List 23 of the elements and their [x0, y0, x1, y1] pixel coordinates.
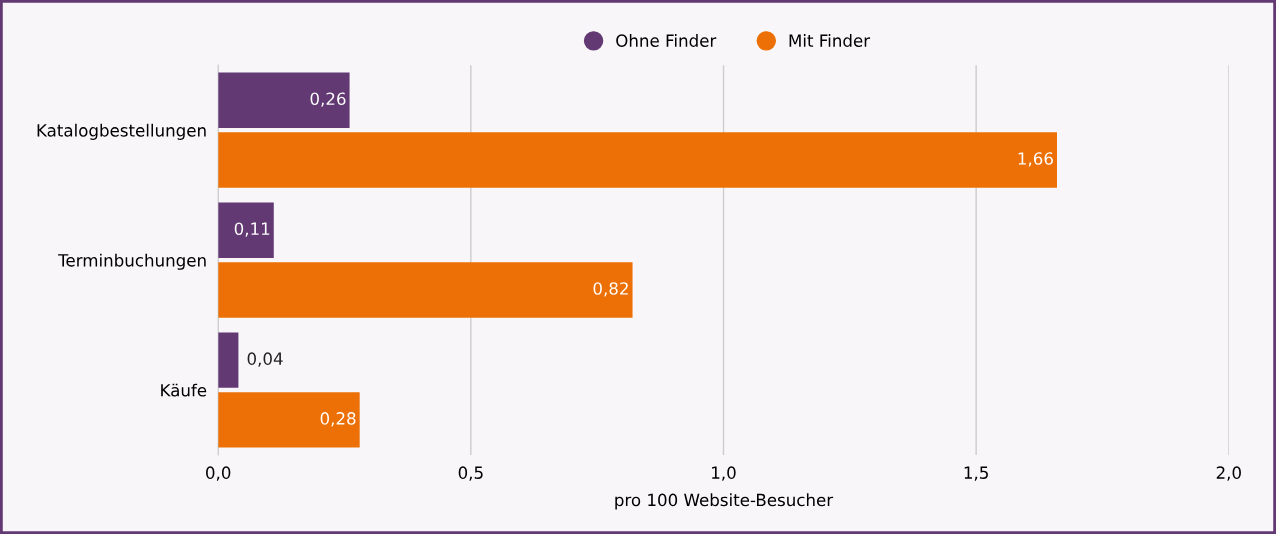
- bar: [218, 72, 350, 128]
- y-tick-label: Katalogbestellungen: [37, 123, 206, 140]
- bar: [218, 132, 1057, 188]
- bar: [218, 392, 360, 448]
- data-label: 0,04: [247, 352, 283, 367]
- y-tick-label: Terminbuchungen: [58, 253, 206, 270]
- bar: [218, 262, 633, 318]
- data-label: 0,26: [310, 92, 346, 107]
- x-axis-title: pro 100 Website-Besucher: [615, 493, 834, 510]
- x-tick-label: 1,0: [712, 466, 736, 481]
- x-tick-label: 2,0: [1216, 466, 1241, 481]
- x-tick-label: 0,5: [458, 466, 483, 481]
- data-label: 0,28: [320, 412, 356, 427]
- data-label: 0,11: [234, 222, 270, 237]
- x-tick-label: 1,5: [964, 466, 988, 481]
- legend-label: Mit Finder: [789, 34, 871, 47]
- legend-label: Ohne Finder: [616, 34, 717, 47]
- bar: [218, 332, 239, 388]
- data-label: 0,82: [593, 282, 628, 297]
- data-label: 1,66: [1018, 152, 1053, 167]
- bar: [218, 202, 274, 258]
- x-tick-label: 0,0: [206, 466, 231, 481]
- y-tick-label: Käufe: [161, 383, 207, 397]
